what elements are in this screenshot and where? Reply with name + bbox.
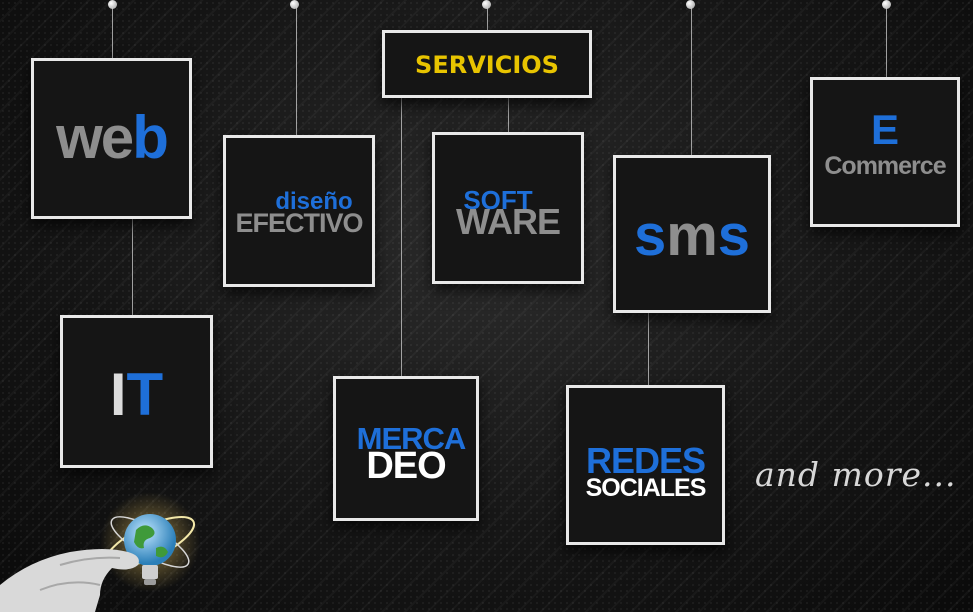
pin-web bbox=[108, 0, 117, 9]
tagline: and more... bbox=[755, 455, 957, 494]
sms-box[interactable]: sms bbox=[613, 155, 771, 313]
it-box[interactable]: IT bbox=[60, 315, 213, 468]
diseno-box[interactable]: diseño EFECTIVO bbox=[223, 135, 375, 287]
hand-holding-globe-bulb-icon bbox=[0, 492, 200, 612]
mercadeo-box[interactable]: MERCA DEO bbox=[333, 376, 479, 521]
pin-ecommerce bbox=[882, 0, 891, 9]
page-title: SERVICIOS bbox=[415, 51, 559, 79]
sms-label-part2: m bbox=[666, 203, 718, 268]
it-label-part1: I bbox=[109, 361, 127, 428]
mercadeo-bottom-label: DEO bbox=[366, 445, 446, 487]
servicios-title-box: SERVICIOS bbox=[382, 30, 592, 98]
diseno-bottom-label: EFECTIVO bbox=[235, 208, 363, 238]
pin-servicios bbox=[482, 0, 491, 9]
software-box[interactable]: SOFT WARE bbox=[432, 132, 584, 284]
string-web-it bbox=[132, 218, 133, 318]
pin-diseno bbox=[290, 0, 299, 9]
it-label-part2: T bbox=[126, 361, 164, 428]
ecommerce-bottom-label: Commerce bbox=[824, 152, 946, 180]
ecommerce-top-label: E bbox=[870, 106, 899, 153]
string-sms bbox=[691, 6, 692, 158]
string-software bbox=[508, 97, 509, 136]
it-label: IT bbox=[63, 360, 210, 429]
web-label-part1: we bbox=[56, 104, 134, 171]
web-box[interactable]: web bbox=[31, 58, 192, 219]
ecommerce-box[interactable]: E Commerce bbox=[810, 77, 960, 227]
sms-label: sms bbox=[616, 202, 768, 269]
web-label: web bbox=[34, 103, 189, 172]
string-diseno bbox=[296, 6, 297, 138]
mercadeo-top-label: MERCA bbox=[356, 421, 467, 456]
web-label-part2: b bbox=[132, 104, 169, 171]
redes-bottom-label: SOCIALES bbox=[585, 474, 707, 502]
string-ecommerce bbox=[886, 6, 887, 80]
string-servicios bbox=[487, 6, 488, 32]
pin-sms bbox=[686, 0, 695, 9]
string-web bbox=[112, 6, 113, 62]
software-bottom-label: WARE bbox=[456, 201, 561, 242]
redes-box[interactable]: REDES SOCIALES bbox=[566, 385, 725, 545]
string-sms-redes bbox=[648, 313, 649, 388]
diseno-top-label: diseño bbox=[275, 188, 353, 215]
sms-label-part1: s bbox=[633, 203, 667, 268]
software-top-label: SOFT bbox=[463, 185, 533, 215]
string-mercadeo bbox=[401, 97, 402, 379]
redes-top-label: REDES bbox=[585, 440, 706, 481]
sms-label-part3: s bbox=[717, 203, 751, 268]
